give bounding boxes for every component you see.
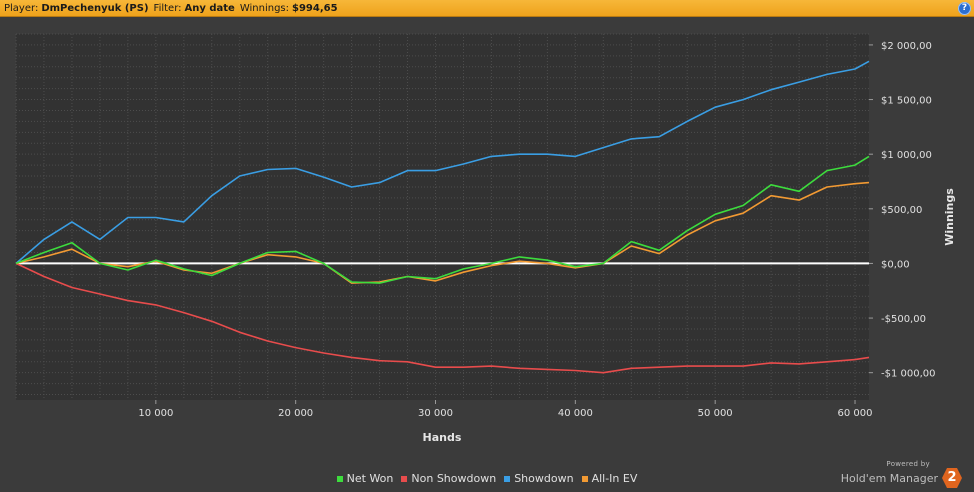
winnings-label: Winnings: — [239, 2, 290, 14]
filter-label: Filter: — [153, 2, 182, 14]
legend-item-all-in-ev[interactable]: All-In EV — [581, 472, 638, 485]
y-tick-label: -$1 000,00 — [881, 369, 936, 380]
series-line-net-won — [15, 155, 870, 284]
winnings-chart: 10 000 20 000 30 000 40 000 50 000 60 000 $2 … — [15, 33, 956, 444]
legend-swatch — [401, 475, 408, 482]
legend-swatch — [504, 475, 511, 482]
y-tick-label: $2 000,00 — [881, 41, 932, 52]
legend-item-showdown[interactable]: Showdown — [504, 472, 574, 485]
legend-item-net-won[interactable]: Net Won — [336, 472, 394, 485]
powered-by-text: Powered by — [886, 460, 930, 468]
series-line-all-in-ev — [15, 181, 870, 284]
branding: Powered by Hold'em Manager 2 — [841, 460, 962, 488]
y-tick-label: $0,00 — [881, 259, 910, 270]
y-tick-label: $1 500,00 — [881, 96, 932, 107]
player-label: Player: — [4, 2, 39, 14]
x-tick-label: 10 000 — [138, 408, 173, 419]
legend-label: Non Showdown — [411, 472, 497, 485]
grid — [15, 33, 869, 400]
legend-swatch — [581, 475, 588, 482]
filter-bar: Player: DmPechenyuk (PS) Filter: Any dat… — [0, 0, 974, 17]
help-icon[interactable]: ? — [958, 2, 971, 15]
filter-value: Any date — [184, 2, 235, 14]
series-lines — [15, 60, 870, 374]
series-line-showdown — [15, 60, 870, 265]
x-tick-label: 50 000 — [698, 408, 733, 419]
series-line-non-showdown — [15, 262, 870, 374]
legend-item-non-showdown[interactable]: Non Showdown — [401, 472, 496, 485]
y-axis-label: Winnings — [943, 188, 956, 246]
y-tick-label: -$500,00 — [881, 314, 926, 325]
legend-swatch — [336, 475, 343, 482]
x-axis-label: Hands — [423, 431, 462, 444]
brand-name: Hold'em Manager — [840, 471, 938, 485]
legend-label: All-In EV — [591, 472, 638, 485]
player-value: DmPechenyuk (PS) — [41, 2, 149, 14]
y-tick-label: $500,00 — [881, 205, 922, 216]
x-tick-label: 20 000 — [278, 408, 313, 419]
legend-label: Showdown — [514, 472, 574, 485]
y-axis-ticks: $2 000,00 $1 500,00 $1 000,00 $500,00 $0,00 -… — [869, 41, 936, 380]
x-axis-ticks: 10 000 20 000 30 000 40 000 50 000 60 000 — [138, 400, 873, 419]
x-tick-label: 30 000 — [418, 408, 453, 419]
hm2-logo-icon: 2 — [942, 468, 962, 488]
legend: Net Won Non Showdown Showdown All-In EV — [0, 472, 974, 485]
x-tick-label: 40 000 — [558, 408, 593, 419]
x-tick-label: 60 000 — [838, 408, 873, 419]
legend-label: Net Won — [346, 472, 394, 485]
winnings-value: $994,65 — [292, 2, 338, 14]
y-tick-label: $1 000,00 — [881, 150, 932, 161]
